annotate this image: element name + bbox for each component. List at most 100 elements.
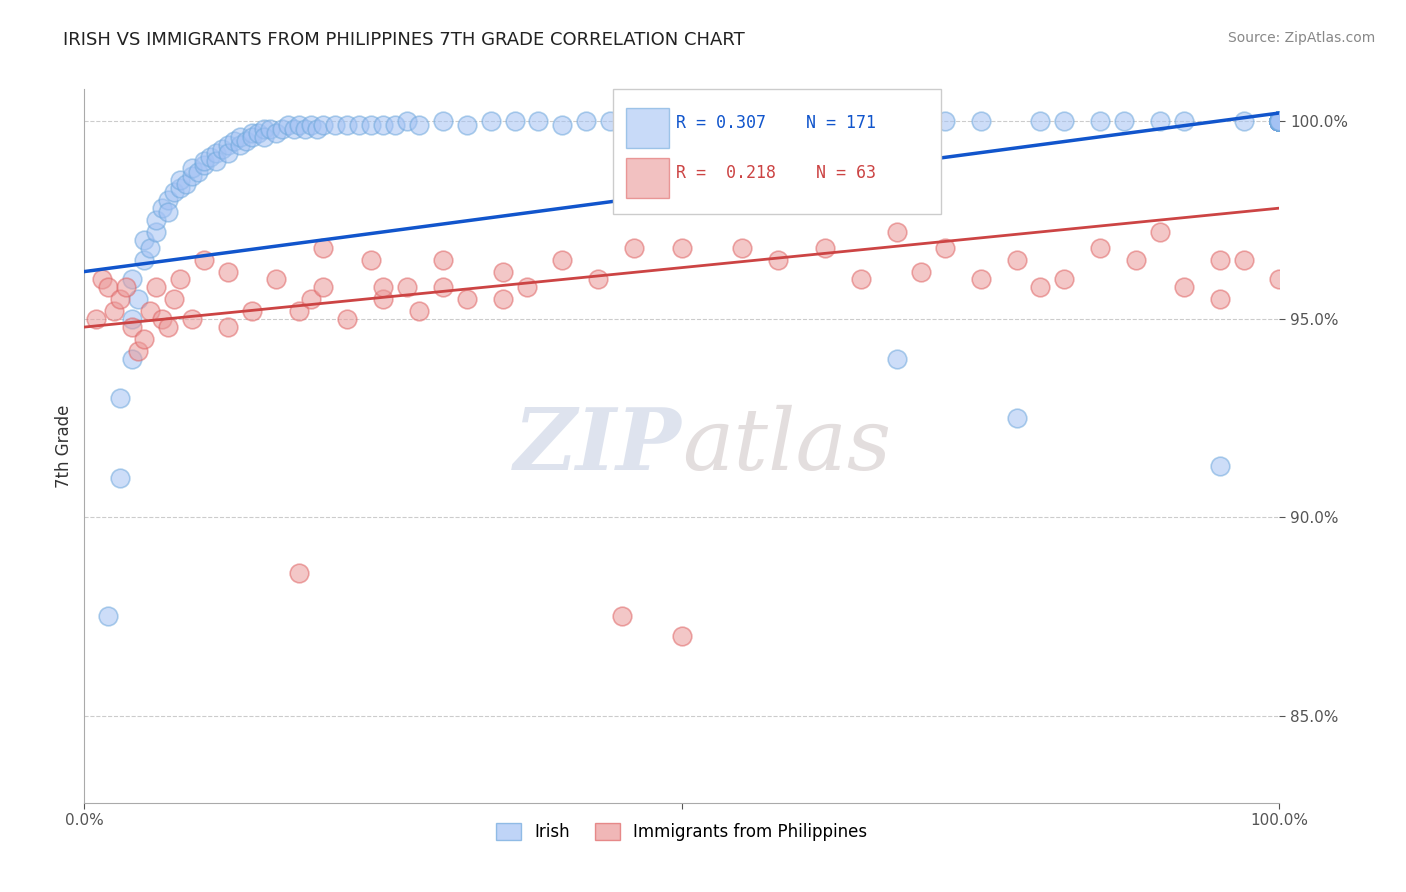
Point [1268,114,1291,128]
Point [1268,114,1291,128]
Point [294,121,316,136]
Point [456,293,478,307]
Text: atlas: atlas [682,405,891,487]
FancyBboxPatch shape [626,108,669,148]
Point [132,332,156,346]
Point [288,118,311,132]
Point [396,280,419,294]
Point [1005,411,1028,425]
Point [1268,114,1291,128]
Point [110,392,132,406]
Point [1125,252,1147,267]
Point [1268,114,1291,128]
Point [1268,114,1291,128]
Point [910,264,932,278]
Point [307,121,329,136]
Point [1268,114,1291,128]
Point [1268,114,1291,128]
Point [373,118,395,132]
Point [1268,114,1291,128]
Point [1268,114,1291,128]
Point [127,343,149,358]
Point [1268,114,1291,128]
Point [301,118,323,132]
Point [1268,114,1291,128]
Point [169,272,191,286]
Point [217,264,239,278]
Point [396,114,419,128]
Point [169,181,191,195]
Point [157,193,180,207]
Point [1005,252,1028,267]
Point [1233,114,1256,128]
Point [1268,114,1291,128]
Point [157,320,180,334]
Point [1268,114,1291,128]
Point [1268,114,1291,128]
Point [1268,114,1291,128]
Point [551,118,574,132]
Point [1268,114,1291,128]
Y-axis label: 7th Grade: 7th Grade [55,404,73,488]
Point [217,137,239,152]
Point [1268,114,1291,128]
Point [301,293,323,307]
Point [1268,114,1291,128]
Point [612,609,634,624]
Point [814,114,837,128]
Point [551,252,574,267]
Point [432,280,454,294]
Point [121,320,143,334]
Point [235,134,257,148]
Point [349,118,371,132]
Point [1268,114,1291,128]
Point [1149,225,1171,239]
Text: Source: ZipAtlas.com: Source: ZipAtlas.com [1227,31,1375,45]
Point [1268,114,1291,128]
Point [599,114,621,128]
Point [814,241,837,255]
Legend: Irish, Immigrants from Philippines: Irish, Immigrants from Philippines [489,816,875,848]
Point [1268,114,1291,128]
Point [163,293,186,307]
Point [169,173,191,187]
Point [1268,114,1291,128]
Point [1233,252,1256,267]
Point [623,114,645,128]
Point [1029,280,1052,294]
Point [127,293,149,307]
Point [1090,241,1112,255]
Point [1268,114,1291,128]
Point [193,153,215,168]
Text: R =  0.218    N = 63: R = 0.218 N = 63 [676,164,876,182]
Point [150,201,173,215]
Text: ZIP: ZIP [515,404,682,488]
Point [97,280,120,294]
Point [1268,114,1291,128]
Point [1268,114,1291,128]
Point [312,241,335,255]
Text: R = 0.307    N = 171: R = 0.307 N = 171 [676,114,876,132]
Point [181,312,204,326]
Point [132,252,156,267]
Point [240,304,263,318]
Point [408,304,430,318]
Point [910,114,932,128]
Point [86,312,108,326]
Point [671,629,693,643]
Point [1268,114,1291,128]
Point [312,118,335,132]
Point [1268,114,1291,128]
Point [851,114,873,128]
Point [1268,114,1291,128]
Point [121,272,143,286]
Point [193,157,215,171]
Point [695,114,717,128]
Point [934,241,956,255]
Point [174,178,197,192]
Point [1268,114,1291,128]
Point [790,114,813,128]
Point [1268,114,1291,128]
Point [1268,114,1291,128]
Point [731,241,754,255]
